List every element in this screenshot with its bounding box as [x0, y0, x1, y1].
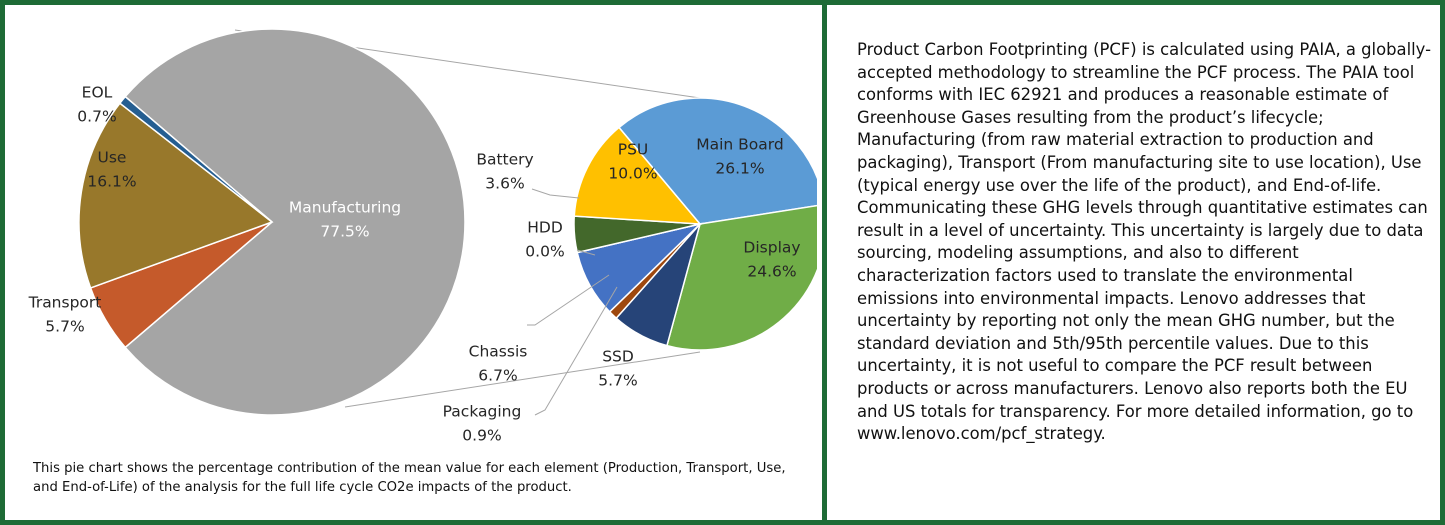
- slice-label: Chassis: [469, 343, 528, 361]
- slice-label: Manufacturing: [289, 199, 401, 217]
- slice-label: PSU: [618, 141, 649, 159]
- slice-label: Use: [98, 149, 127, 167]
- leader-line: [531, 188, 580, 199]
- slice-value-label: 5.7%: [598, 372, 637, 390]
- divider: [822, 5, 827, 520]
- pie-slice: [78, 102, 274, 289]
- slice-label: EOL: [82, 84, 113, 102]
- slice-value-label: 24.6%: [747, 263, 796, 281]
- slice-label: SSD: [602, 348, 634, 366]
- slice-value-label: 16.1%: [87, 173, 136, 191]
- connector-line: [344, 351, 701, 408]
- leader-line: [576, 249, 596, 256]
- pie-slice: [124, 28, 466, 416]
- pie-slice: [666, 204, 817, 351]
- slice-value-label: 5.7%: [45, 318, 84, 336]
- slice-value-label: 3.6%: [485, 175, 524, 193]
- leader-line: [527, 274, 610, 326]
- slice-value-label: 6.7%: [478, 367, 517, 385]
- slice-value-label: 26.1%: [715, 160, 764, 178]
- leader-line: [534, 286, 618, 416]
- slice-label: Battery: [476, 151, 533, 169]
- slice-label: Packaging: [443, 403, 522, 421]
- slice-label: HDD: [527, 219, 563, 237]
- pie-slice: [573, 126, 702, 225]
- pie-slice: [617, 97, 817, 225]
- slice-label: Transport: [28, 294, 102, 312]
- slice-value-label: 0.7%: [77, 108, 116, 126]
- chart: Manufacturing 77.5% Transport 5.7% Use 16.1% E…: [28, 28, 817, 445]
- slice-label: Main Board: [696, 136, 783, 154]
- slice-value-label: 10.0%: [608, 165, 657, 183]
- description: Product Carbon Footprinting (PCF) is cal…: [857, 40, 1432, 444]
- slice-value-label: 0.9%: [462, 427, 501, 445]
- slice-label: Display: [743, 239, 800, 257]
- slice-value-label: 0.0%: [525, 243, 564, 261]
- slice-value-label: 77.5%: [320, 223, 369, 241]
- caption: This pie chart shows the percentage cont…: [33, 461, 786, 495]
- pie-slice: [118, 95, 273, 223]
